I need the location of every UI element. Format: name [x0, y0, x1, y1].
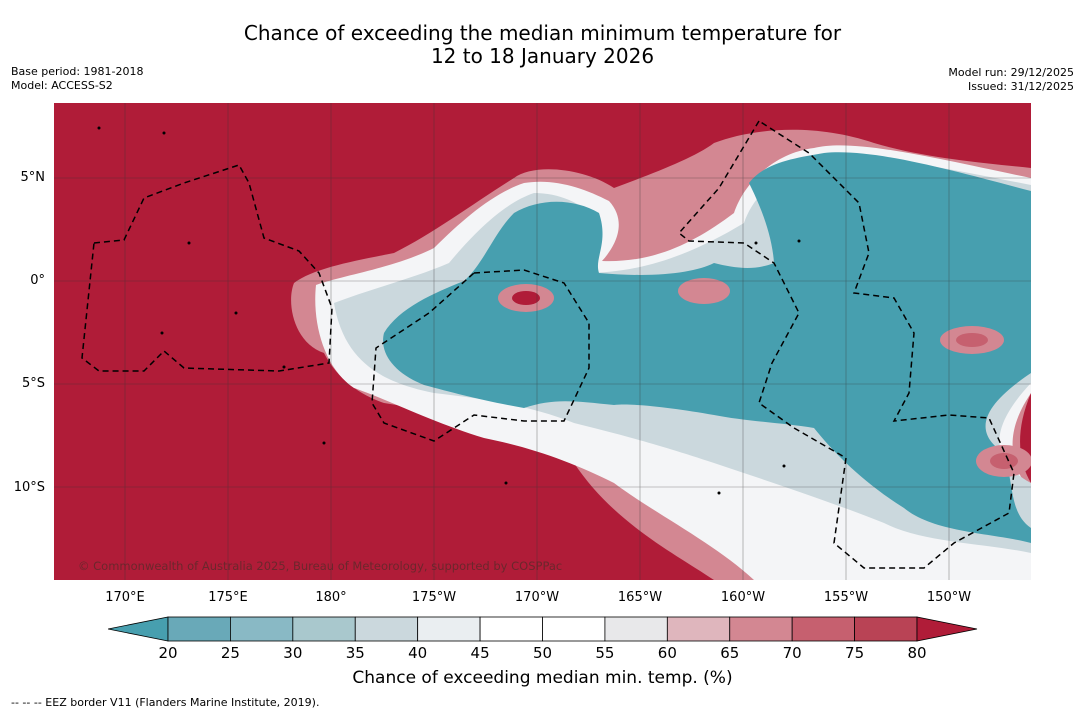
lon-label-165w: 165°W — [617, 590, 663, 605]
lat-label-10s: 10°S — [13, 480, 45, 495]
warm-patch-3-core — [956, 333, 988, 347]
colorbar-cell — [292, 616, 356, 642]
colorbar-cell — [542, 616, 606, 642]
meta-left: Base period: 1981-2018 Model: ACCESS-S2 — [11, 65, 143, 93]
colorbar-tick-label: 40 — [408, 644, 428, 662]
colorbar-tick-label: 75 — [845, 644, 865, 662]
copyright-notice: © Commonwealth of Australia 2025, Bureau… — [78, 559, 563, 573]
model-name: Model: ACCESS-S2 — [11, 79, 113, 92]
map-svg — [54, 103, 1031, 580]
colorbar-cell — [230, 616, 294, 642]
lon-label-160w: 160°W — [720, 590, 766, 605]
eez-legend: -- -- -- EEZ border V11 (Flanders Marine… — [11, 696, 320, 709]
issued-date: Issued: 31/12/2025 — [967, 80, 1074, 93]
colorbar — [107, 616, 978, 648]
lon-label-175w: 175°W — [411, 590, 457, 605]
colorbar-tick-label: 70 — [782, 644, 802, 662]
colorbar-tick-label: 80 — [907, 644, 927, 662]
warm-patch-2 — [678, 278, 730, 304]
colorbar-tick-label: 30 — [283, 644, 303, 662]
island-markers — [97, 126, 801, 495]
eez-borders — [81, 119, 1015, 569]
map-gridlines — [54, 103, 1031, 580]
colorbar-tick-label: 20 — [158, 644, 178, 662]
warm-patch-4-core — [990, 453, 1018, 469]
lon-label-150w: 150°W — [926, 590, 972, 605]
colorbar-cell — [167, 616, 231, 642]
colorbar-right-arrow — [916, 616, 978, 642]
colorbar-tick-label: 35 — [345, 644, 365, 662]
lat-label-5s: 5°S — [21, 376, 45, 391]
title-line-1: Chance of exceeding the median minimum t… — [243, 21, 842, 45]
colorbar-tick-label: 60 — [657, 644, 677, 662]
colorbar-left-arrow — [107, 616, 169, 642]
colorbar-cell — [854, 616, 918, 642]
lon-label-180: 180° — [315, 590, 347, 605]
colorbar-tick-label: 65 — [720, 644, 740, 662]
colorbar-cell — [354, 616, 419, 642]
lat-label-5n: 5°N — [20, 170, 46, 185]
colorbar-tick-label: 25 — [220, 644, 240, 662]
colorbar-cell — [479, 616, 543, 642]
colorbar-tick-label: 45 — [470, 644, 490, 662]
chart-title: Chance of exceeding the median minimum t… — [0, 22, 1085, 68]
colorbar-svg — [107, 616, 978, 642]
warm-patch-1-core — [512, 291, 540, 305]
lon-label-175e: 175°E — [208, 590, 248, 605]
colorbar-cell — [791, 616, 855, 642]
colorbar-cell — [666, 616, 731, 642]
colorbar-cell — [729, 616, 793, 642]
colorbar-cell — [417, 616, 481, 642]
title-line-2: 12 to 18 January 2026 — [430, 44, 655, 68]
colorbar-label: Chance of exceeding median min. temp. (%… — [352, 668, 733, 688]
lon-label-170e: 170°E — [105, 590, 145, 605]
model-run: Model run: 29/12/2025 — [948, 66, 1074, 79]
colorbar-cell — [604, 616, 668, 642]
base-period: Base period: 1981-2018 — [11, 65, 144, 78]
map-panel — [54, 103, 1031, 580]
colorbar-tick-label: 50 — [532, 644, 553, 662]
lon-label-155w: 155°W — [823, 590, 869, 605]
lat-label-0: 0° — [30, 273, 45, 288]
meta-right: Model run: 29/12/2025 Issued: 31/12/2025 — [948, 66, 1074, 94]
colorbar-tick-label: 55 — [595, 644, 615, 662]
lon-label-170w: 170°W — [514, 590, 560, 605]
